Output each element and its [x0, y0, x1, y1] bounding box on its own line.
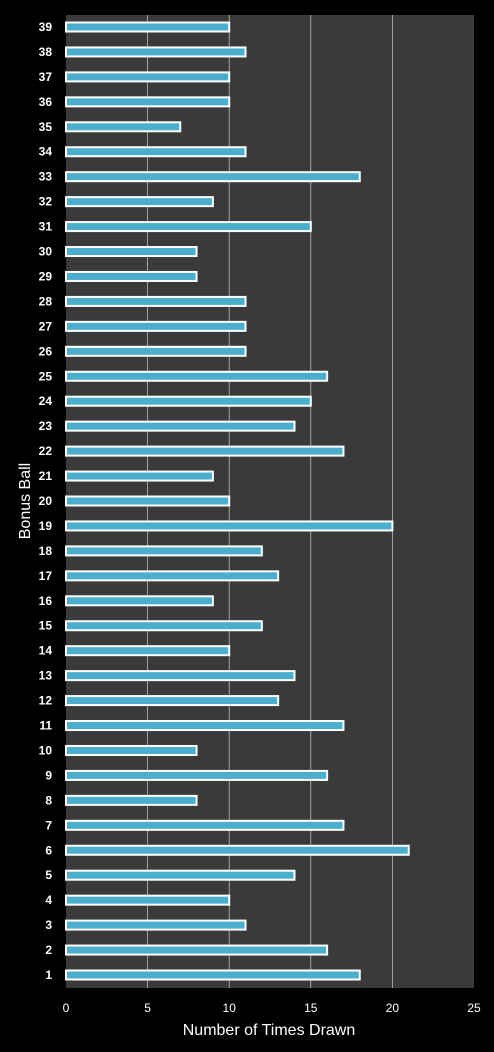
bar-27 — [65, 320, 247, 332]
bar-32 — [65, 196, 214, 208]
bar-1 — [65, 969, 361, 981]
bar-6 — [65, 844, 410, 856]
y-tick-label: 5 — [45, 868, 52, 882]
bar-39 — [65, 21, 231, 33]
x-tick-label: 0 — [63, 1001, 70, 1015]
bar-14 — [65, 645, 231, 657]
bar-16 — [65, 595, 214, 607]
bar-24 — [65, 395, 312, 407]
y-axis-title: Bonus Ball — [17, 463, 34, 540]
y-tick-label: 2 — [45, 943, 52, 957]
y-axis-tick-labels: 1234567891011121314151617181920212223242… — [39, 20, 53, 982]
y-tick-label: 25 — [39, 369, 53, 383]
x-axis-tick-labels: 0 5 10 15 20 25 — [63, 1001, 481, 1015]
bar-31 — [65, 221, 312, 233]
bar-13 — [65, 670, 296, 682]
y-tick-label: 7 — [45, 818, 52, 832]
bar-34 — [65, 146, 247, 158]
y-tick-label: 18 — [39, 544, 53, 558]
bar-20 — [65, 495, 231, 507]
bar-30 — [65, 246, 198, 258]
y-tick-label: 39 — [39, 20, 53, 34]
x-axis-title: Number of Times Drawn — [183, 1022, 356, 1039]
y-tick-label: 37 — [39, 70, 53, 84]
bar-29 — [65, 270, 198, 282]
x-tick-label: 20 — [386, 1001, 400, 1015]
bar-23 — [65, 420, 296, 432]
bar-9 — [65, 769, 329, 781]
y-tick-label: 17 — [39, 569, 53, 583]
y-tick-label: 8 — [45, 793, 52, 807]
bar-26 — [65, 345, 247, 357]
x-tick-label: 10 — [223, 1001, 237, 1015]
bar-11 — [65, 720, 345, 732]
bar-28 — [65, 295, 247, 307]
bar-7 — [65, 819, 345, 831]
bar-12 — [65, 695, 280, 707]
y-tick-label: 35 — [39, 120, 53, 134]
bar-19 — [65, 520, 394, 532]
y-tick-label: 33 — [39, 170, 53, 184]
x-tick-label: 25 — [467, 1001, 481, 1015]
bar-5 — [65, 869, 296, 881]
y-tick-label: 32 — [39, 195, 53, 209]
bar-36 — [65, 96, 231, 108]
bar-4 — [65, 894, 231, 906]
bar-35 — [65, 121, 182, 133]
y-tick-label: 27 — [39, 319, 53, 333]
y-tick-label: 20 — [39, 494, 53, 508]
y-tick-label: 38 — [39, 45, 53, 59]
y-tick-label: 1 — [45, 968, 52, 982]
y-tick-label: 30 — [39, 245, 53, 259]
bar-15 — [65, 620, 263, 632]
y-tick-label: 21 — [39, 469, 53, 483]
y-tick-label: 16 — [39, 594, 53, 608]
bar-3 — [65, 919, 247, 931]
y-tick-label: 24 — [39, 394, 53, 408]
bar-8 — [65, 794, 198, 806]
y-tick-label: 29 — [39, 269, 53, 283]
bar-2 — [65, 944, 329, 956]
y-tick-label: 9 — [45, 768, 52, 782]
y-tick-label: 13 — [39, 669, 53, 683]
y-tick-label: 31 — [39, 220, 53, 234]
y-tick-label: 10 — [39, 743, 53, 757]
x-tick-label: 5 — [144, 1001, 151, 1015]
y-tick-label: 19 — [39, 519, 53, 533]
bar-38 — [65, 46, 247, 58]
bar-22 — [65, 445, 345, 457]
bars — [65, 21, 410, 981]
bar-25 — [65, 370, 329, 382]
bar-17 — [65, 570, 280, 582]
bar-33 — [65, 171, 361, 183]
y-tick-label: 22 — [39, 444, 53, 458]
y-tick-label: 28 — [39, 294, 53, 308]
y-tick-label: 15 — [39, 619, 53, 633]
y-tick-label: 14 — [39, 644, 53, 658]
y-tick-label: 11 — [39, 719, 52, 733]
y-tick-label: 34 — [39, 145, 53, 159]
bar-21 — [65, 470, 214, 482]
y-tick-label: 3 — [45, 918, 52, 932]
y-tick-label: 23 — [39, 419, 53, 433]
y-tick-label: 36 — [39, 95, 53, 109]
x-tick-label: 15 — [304, 1001, 318, 1015]
bar-18 — [65, 545, 263, 557]
bar-37 — [65, 71, 231, 83]
bar-10 — [65, 744, 198, 756]
y-tick-label: 26 — [39, 344, 53, 358]
y-tick-label: 6 — [45, 843, 52, 857]
y-tick-label: 4 — [45, 893, 52, 907]
y-tick-label: 12 — [39, 694, 53, 708]
